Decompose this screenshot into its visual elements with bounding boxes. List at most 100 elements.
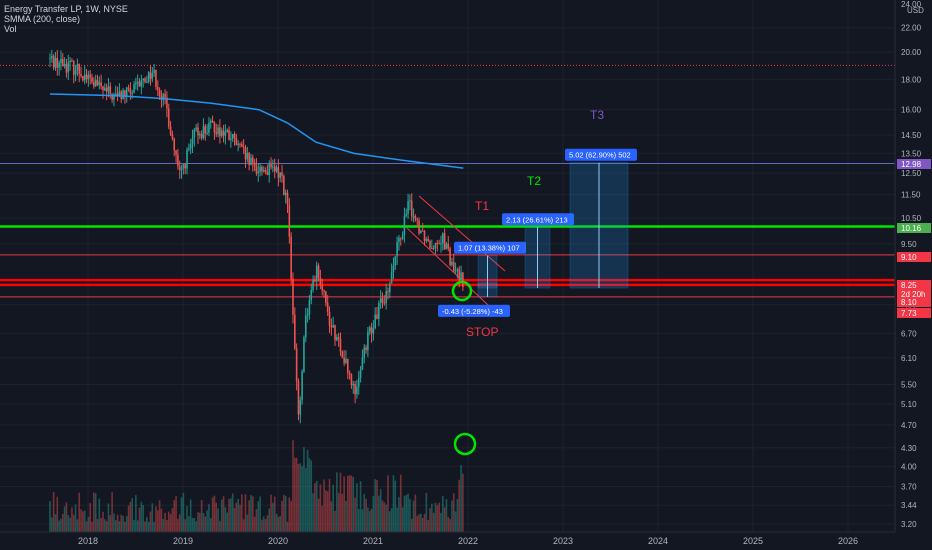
price-badge: [897, 223, 931, 233]
channel-lower-line[interactable]: [406, 227, 490, 307]
price-tick-label: 22.00: [901, 24, 922, 33]
time-tick-label: 2021: [363, 536, 383, 546]
volume-bar: [407, 493, 409, 532]
candle-body: [292, 279, 294, 315]
volume-circle-marker[interactable]: [453, 432, 477, 456]
candle-body: [180, 168, 183, 170]
time-tick-label: 2022: [458, 536, 478, 546]
volume-bar: [169, 514, 172, 532]
volume-bar: [155, 506, 157, 532]
candle-body: [116, 93, 119, 96]
symbol-title[interactable]: Energy Transfer LP, 1W, NYSE: [4, 4, 128, 14]
volume-bar: [177, 519, 179, 532]
candle-body: [182, 164, 185, 169]
volume-bar: [346, 475, 349, 532]
volume-bar: [142, 505, 144, 532]
candle-body: [387, 291, 389, 293]
candle-body: [195, 127, 197, 130]
measure-boxes[interactable]: 1.07 (13.38%) 107 2.13 (26.61%) 213 5.02 (…: [438, 148, 637, 317]
candle-body: [129, 88, 132, 94]
volume-bar: [231, 493, 234, 532]
candle-body: [153, 69, 155, 74]
candle-body: [197, 127, 199, 136]
measure-label: -0.43 (-5.28%) -43: [442, 307, 503, 316]
measure-label-bg: [438, 304, 510, 317]
volume-bar: [69, 517, 71, 532]
candle-body: [151, 73, 154, 79]
trend-channel[interactable]: [406, 195, 506, 307]
volume-bar: [114, 520, 117, 532]
volume-bar: [261, 519, 263, 532]
volume-bar: [147, 521, 150, 532]
candle-body: [61, 58, 64, 67]
candle-body: [56, 57, 59, 68]
target-label-t1[interactable]: T1: [475, 199, 489, 213]
candle-body: [228, 129, 230, 140]
candle-body: [270, 164, 272, 168]
volume-bar: [124, 521, 126, 532]
candle-body: [301, 371, 303, 401]
volume-bar: [387, 475, 389, 532]
volume-bar: [361, 509, 364, 532]
candle-body: [381, 298, 384, 303]
candle-body: [323, 290, 325, 292]
volume-bar: [418, 514, 420, 532]
price-tick-label: 18.00: [901, 75, 922, 84]
currency-label: USD: [907, 6, 924, 15]
candle-body: [82, 76, 84, 81]
time-axis[interactable]: 2018 2019 2020 2021 2022 2023 2024 2025 2026: [0, 531, 895, 546]
price-badge-label: 10.16: [901, 224, 922, 233]
volume-bar: [140, 501, 143, 532]
time-tick-label: 2020: [268, 536, 288, 546]
volume-bar: [151, 503, 154, 532]
annotations[interactable]: T1 T2 T3 STOP: [451, 108, 604, 456]
price-tick-label: 6.70: [901, 330, 917, 339]
volume-bar: [447, 516, 450, 532]
candle-body: [49, 58, 51, 60]
candle-body: [219, 127, 221, 137]
candle-body: [295, 348, 298, 382]
volume-bar: [325, 490, 327, 532]
volume-bar: [350, 475, 353, 532]
horizontal-lines[interactable]: [0, 64, 895, 298]
volume-bar: [343, 476, 345, 532]
volume-label[interactable]: Vol: [4, 24, 17, 34]
volume-bar: [409, 499, 411, 532]
candle-body: [213, 122, 216, 133]
target-label-t2[interactable]: T2: [527, 174, 541, 188]
indicator-label[interactable]: SMMA (200, close): [4, 14, 81, 24]
volume-bar: [89, 503, 91, 532]
volume-bar: [365, 498, 367, 532]
candle-body: [434, 242, 437, 249]
price-tick-label: 4.00: [901, 462, 917, 471]
volume-bar: [378, 495, 380, 532]
time-tick-label: 2024: [648, 536, 668, 546]
volume-bar: [118, 521, 121, 532]
price-tick-label: 24.00: [901, 0, 922, 9]
candle-body: [429, 240, 431, 249]
target-label-stop[interactable]: STOP: [466, 325, 498, 339]
volume-bar: [262, 516, 265, 532]
candle-body: [308, 300, 311, 315]
candle-body: [233, 133, 236, 138]
volume-bar: [376, 479, 378, 532]
candle-body: [200, 134, 203, 138]
candle-body: [294, 314, 296, 349]
candle-body: [310, 289, 313, 301]
candle-body: [332, 325, 334, 328]
candle-body: [390, 272, 393, 284]
entry-circle-marker[interactable]: [451, 280, 473, 302]
target-label-t3[interactable]: T3: [590, 108, 604, 122]
volume-bar: [414, 494, 417, 532]
candle-body: [359, 369, 362, 378]
candle-body: [379, 298, 382, 304]
candle-body: [175, 150, 177, 155]
volume-bar: [299, 463, 302, 532]
volume-bar: [178, 514, 181, 532]
channel-upper-line[interactable]: [418, 195, 506, 272]
price-badge-label: 8.10: [901, 298, 917, 307]
volume-bar: [58, 520, 60, 532]
